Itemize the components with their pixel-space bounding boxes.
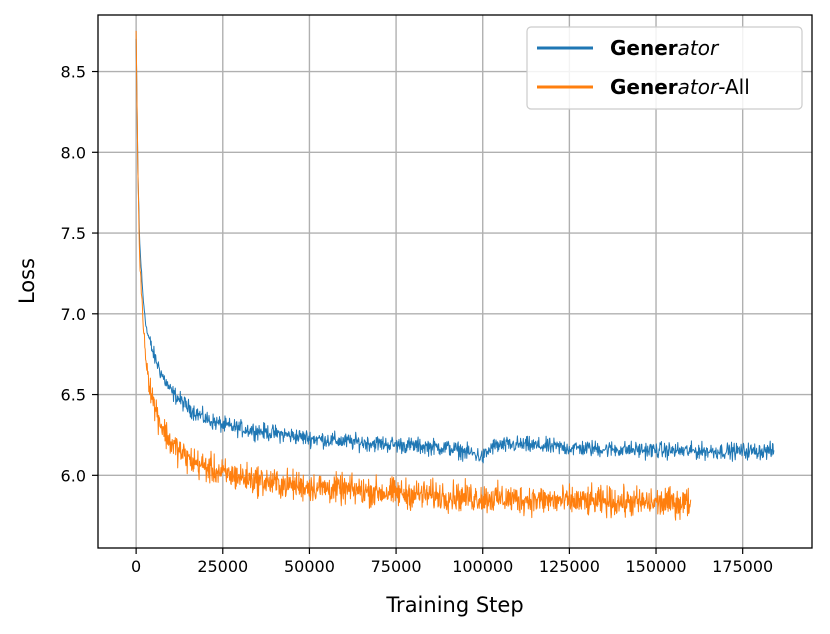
x-tick-label: 50000 [284,557,335,576]
legend-label-generator-all: Generator-All [610,75,750,99]
y-tick-label: 7.5 [61,224,86,243]
y-axis-title: Loss [15,258,39,304]
y-axis: 6.0 6.5 7.0 7.5 8.0 8.5 [61,63,98,485]
y-tick-label: 8.0 [61,143,86,162]
legend-label-generator-all-suffix: -All [718,75,750,99]
plot-frame [97,14,813,549]
x-tick-label: 150000 [625,557,686,576]
legend-label-generator-all-bold: Gener [610,75,678,99]
x-tick-label: 100000 [452,557,513,576]
x-tick-label: 125000 [539,557,600,576]
legend-label-generator-italic: ator [678,36,720,60]
x-tick-label: 175000 [712,557,773,576]
legend: Generator Generator-All [526,26,803,110]
x-tick-label: 0 [131,557,141,576]
x-axis: 0 25000 50000 75000 100000 125000 150000 175000 [131,548,773,576]
x-axis-title: Training Step [385,593,523,617]
legend-box [526,26,803,110]
legend-label-generator: Generator [610,36,720,60]
y-tick-label: 6.0 [61,466,86,485]
y-tick-label: 6.5 [61,386,86,405]
y-tick-label: 7.0 [61,305,86,324]
series-line-generator-all [135,30,692,521]
x-tick-label: 75000 [371,557,422,576]
series-line-generator [135,38,775,464]
y-tick-label: 8.5 [61,63,86,82]
x-tick-label: 25000 [197,557,248,576]
series-layer [135,30,775,521]
legend-label-generator-all-italic: ator [678,75,720,99]
legend-label-generator-bold: Gener [610,36,678,60]
